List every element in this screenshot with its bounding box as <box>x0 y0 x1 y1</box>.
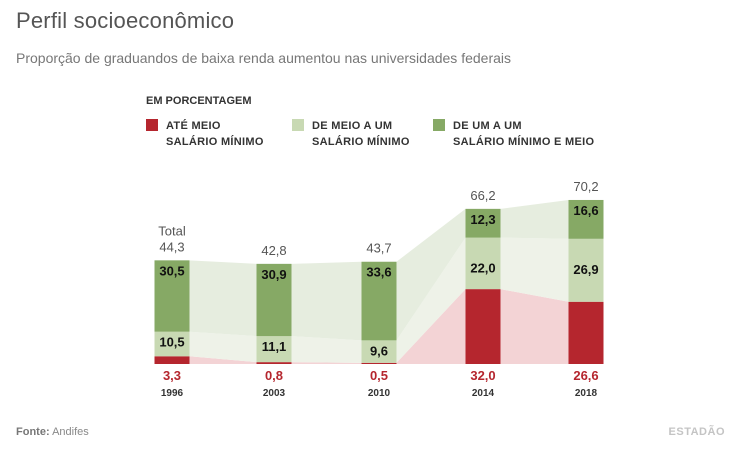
band-1-3 <box>500 237 569 302</box>
chart-subtitle: Proporção de graduandos de baixa renda a… <box>16 50 512 66</box>
data-label: 16,6 <box>573 203 598 218</box>
data-label: 26,6 <box>573 368 598 383</box>
tick-label: 1996 <box>161 388 184 399</box>
bar-segment <box>465 208 501 238</box>
tick-label: 2018 <box>575 388 598 399</box>
source-value: Andifes <box>52 426 89 438</box>
total-label: 66,2 <box>470 188 495 203</box>
data-label: 32,0 <box>470 368 495 383</box>
bar-segment <box>361 362 397 364</box>
band-1-1 <box>291 336 362 363</box>
data-label: 22,0 <box>470 261 495 276</box>
bar-segment <box>361 340 397 363</box>
legend-swatch-green <box>433 119 445 131</box>
legend-label: DE UM A UM SALÁRIO MÍNIMO E MEIO <box>453 120 595 148</box>
data-label: 30,9 <box>261 267 286 282</box>
data-label: 33,6 <box>366 265 391 280</box>
total-label: 42,8 <box>261 243 286 258</box>
data-label: 9,6 <box>370 343 388 358</box>
total-caption: Total <box>158 223 186 238</box>
bar-segment <box>256 263 292 337</box>
bar-segment <box>465 289 501 364</box>
chart-title: Perfil socioeconômico <box>16 8 235 33</box>
bar-segment <box>568 301 604 364</box>
bar-segment <box>154 356 190 364</box>
bar-segment <box>568 238 604 302</box>
bar-segment <box>568 199 604 239</box>
band-2-3 <box>500 199 569 239</box>
tick-label: 2010 <box>368 388 391 399</box>
data-label: 11,1 <box>262 339 287 354</box>
data-label: 0,8 <box>265 368 283 383</box>
legend-item-meio-a-um: DE MEIO A UM SALÁRIO MÍNIMO <box>292 118 410 150</box>
total-label: 43,7 <box>366 241 391 256</box>
band-1-2 <box>396 237 466 363</box>
legend-label: DE MEIO A UM SALÁRIO MÍNIMO <box>312 120 410 148</box>
bar-segment <box>256 362 292 364</box>
data-label: 0,5 <box>370 368 388 383</box>
band-0-3 <box>500 289 569 364</box>
bar-segment <box>361 261 397 341</box>
bar-segment <box>154 331 190 357</box>
brand-logo: ESTADÃO <box>668 426 725 438</box>
data-label: 26,9 <box>573 262 598 277</box>
tick-label: 2003 <box>263 388 286 399</box>
unit-label: EM PORCENTAGEM <box>146 95 252 107</box>
band-2-0 <box>189 260 257 337</box>
bar-segment <box>256 336 292 363</box>
legend-swatch-light-green <box>292 119 304 131</box>
data-label: 30,5 <box>159 263 184 278</box>
legend-item-ate-meio: ATÉ MEIO SALÁRIO MÍNIMO <box>146 118 264 150</box>
band-0-0 <box>189 356 257 364</box>
source-label: Fonte: <box>16 426 50 438</box>
legend-item-um-a-um-e-meio: DE UM A UM SALÁRIO MÍNIMO E MEIO <box>433 118 594 150</box>
total-label: 44,3 <box>159 239 184 254</box>
data-label: 10,5 <box>159 335 184 350</box>
band-2-2 <box>396 208 466 341</box>
band-0-2 <box>396 289 466 364</box>
band-2-1 <box>291 261 362 341</box>
legend-label: ATÉ MEIO SALÁRIO MÍNIMO <box>166 120 264 148</box>
band-1-0 <box>189 331 257 363</box>
total-label: 70,2 <box>573 179 598 194</box>
data-label: 3,3 <box>163 368 181 383</box>
bar-segment <box>154 260 190 332</box>
band-0-1 <box>291 362 362 364</box>
bar-segment <box>465 237 501 290</box>
source-note: Fonte: Andifes <box>16 426 89 438</box>
data-label: 12,3 <box>470 212 495 227</box>
tick-label: 2014 <box>472 388 495 399</box>
legend-swatch-red <box>146 119 158 131</box>
